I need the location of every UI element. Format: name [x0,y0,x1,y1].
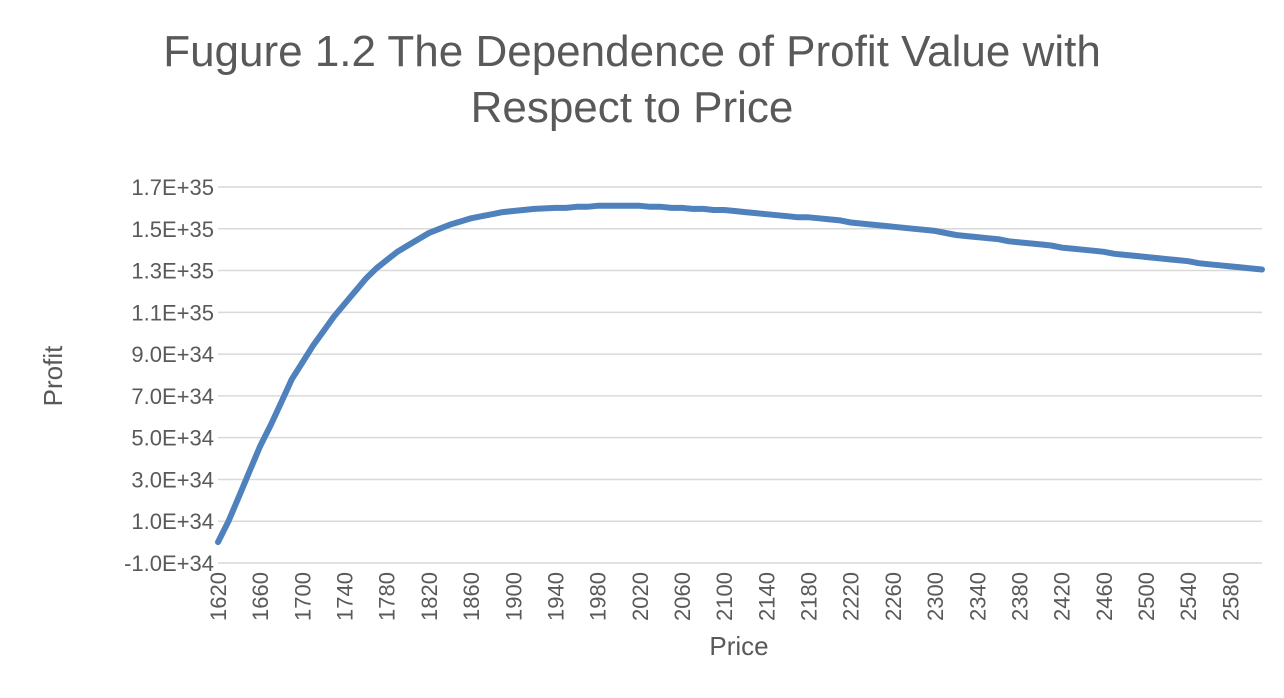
x-tick-label: 2460 [1092,572,1117,621]
x-tick-label: 2500 [1134,572,1159,621]
series-line-0 [215,202,1265,546]
y-axis-ticks: 1.7E+35 1.5E+35 1.3E+35 1.1E+35 9.0E+34 7.0E+… [124,175,214,576]
x-tick-label: 2140 [754,572,779,621]
x-tick-label: 2180 [797,572,822,621]
chart-title-line-1: Fugure 1.2 The Dependence of Profit Valu… [163,27,1101,76]
x-tick-label: 1820 [417,572,442,621]
x-tick-label: 2060 [670,572,695,621]
y-tick-label: 1.5E+35 [131,217,214,242]
x-tick-label: 1740 [333,572,358,621]
y-tick-label: 3.0E+34 [131,467,214,492]
x-tick-label: 1780 [375,572,400,621]
x-tick-label: 1860 [459,572,484,621]
y-tick-label: 1.3E+35 [131,259,214,284]
x-tick-label: 2380 [1007,572,1032,621]
x-tick-label: 2540 [1176,572,1201,621]
chart-title: Fugure 1.2 The Dependence of Profit Valu… [0,24,1264,136]
x-tick-label: 2420 [1050,572,1075,621]
y-tick-label: 1.7E+35 [131,175,214,200]
x-tick-label: 1940 [543,572,568,621]
x-tick-label: 2300 [923,572,948,621]
x-axis-ticks: 1620 1660 1700 1740 1780 1820 1860 1900 1940 1980… [206,572,1243,621]
x-tick-label: 1980 [586,572,611,621]
series-layer [215,202,1265,546]
y-tick-label: 9.0E+34 [131,342,214,367]
y-axis-title: Profit [38,345,68,406]
y-tick-label: 7.0E+34 [131,384,214,409]
y-tick-label: 1.1E+35 [131,300,214,325]
x-tick-label: 1700 [290,572,315,621]
y-tick-label: 1.0E+34 [131,509,214,534]
y-tick-label: -1.0E+34 [124,551,214,576]
x-tick-label: 1660 [248,572,273,621]
x-tick-label: 2020 [628,572,653,621]
x-tick-label: 1900 [501,572,526,621]
x-tick-label: 2260 [881,572,906,621]
y-tick-label: 5.0E+34 [131,426,214,451]
x-tick-label: 2340 [965,572,990,621]
x-axis-title: Price [709,631,768,661]
chart-title-line-2: Respect to Price [470,83,794,132]
x-tick-label: 2580 [1218,572,1243,621]
x-tick-label: 2100 [712,572,737,621]
x-tick-label: 2220 [839,572,864,621]
grid-lines [218,186,1262,564]
x-tick-label: 1620 [206,572,231,621]
